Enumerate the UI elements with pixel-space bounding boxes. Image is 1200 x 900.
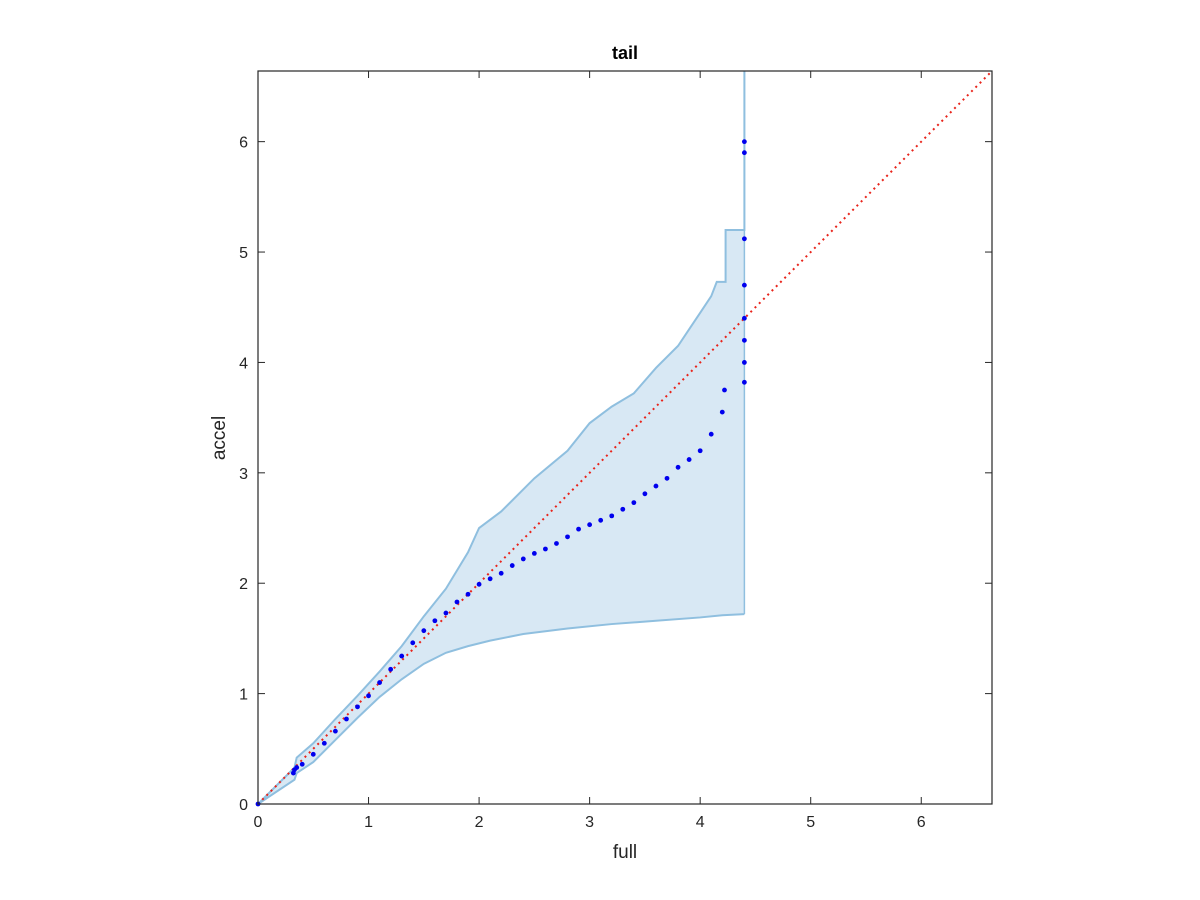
chart-title: tail: [612, 43, 638, 63]
data-point: [741, 379, 747, 385]
data-point: [332, 728, 338, 734]
data-point: [299, 761, 305, 767]
y-tick-label: 0: [239, 797, 248, 814]
data-point: [476, 581, 482, 587]
x-tick-label: 5: [806, 814, 815, 831]
y-tick-label: 2: [239, 576, 248, 593]
data-point: [598, 517, 604, 523]
data-point: [355, 704, 360, 710]
data-point: [697, 448, 703, 454]
data-point: [741, 360, 747, 365]
data-point: [631, 500, 637, 506]
data-point: [321, 740, 327, 746]
data-point: [465, 591, 471, 597]
data-point: [543, 546, 548, 552]
data-point: [509, 563, 515, 568]
data-point: [531, 551, 537, 556]
data-point: [741, 150, 747, 156]
data-point: [609, 513, 615, 519]
x-tick-label: 6: [917, 814, 926, 831]
y-tick-label: 6: [239, 135, 248, 152]
data-point: [741, 337, 747, 343]
data-point: [719, 409, 725, 415]
axis-ticks: 0 1 2 3 4 5 6 0 1 2 3 4 5 6: [239, 71, 992, 831]
data-point: [310, 751, 316, 757]
data-point: [587, 522, 593, 528]
plot-box: [257, 70, 993, 805]
x-tick-label: 2: [475, 814, 484, 831]
data-point: [554, 541, 559, 546]
x-tick-label: 4: [696, 814, 705, 831]
data-point: [620, 506, 626, 512]
x-tick-label: 0: [254, 814, 263, 831]
data-point: [722, 387, 727, 393]
data-point: [377, 680, 382, 685]
data-point: [642, 491, 648, 497]
reference-diagonal: [257, 70, 993, 805]
x-tick-label: 3: [585, 814, 594, 831]
data-point: [520, 556, 526, 562]
y-tick-label: 3: [239, 466, 248, 483]
data-point: [576, 526, 581, 532]
data-point: [443, 610, 449, 616]
data-point: [366, 693, 371, 699]
axes: [257, 70, 993, 805]
data-point: [432, 618, 438, 624]
data-point: [741, 139, 747, 145]
data-point: [741, 315, 747, 321]
data-point: [686, 457, 692, 462]
y-axis-label: accel: [209, 416, 230, 460]
data-points: [255, 139, 747, 807]
data-point: [344, 716, 349, 722]
x-axis-label: full: [613, 842, 637, 863]
band-fill: [258, 71, 745, 804]
data-point: [454, 599, 460, 605]
reference-line: [257, 70, 993, 805]
data-point: [653, 483, 659, 489]
data-point: [664, 475, 670, 481]
data-point: [388, 666, 394, 672]
y-tick-label: 1: [239, 687, 248, 704]
data-point: [498, 570, 504, 576]
y-tick-label: 4: [239, 355, 248, 372]
data-point: [741, 236, 747, 242]
data-point: [565, 534, 570, 540]
confidence-band: [257, 71, 746, 805]
data-point: [399, 653, 405, 659]
band-upper-edge: [257, 71, 746, 805]
band-lower-edge: [257, 613, 745, 805]
data-point: [294, 765, 300, 770]
y-tick-label: 5: [239, 245, 248, 262]
x-tick-label: 1: [364, 814, 373, 831]
data-point: [421, 628, 427, 634]
data-point: [741, 282, 747, 288]
data-point: [675, 464, 681, 470]
data-point: [410, 640, 416, 646]
data-point: [708, 431, 714, 437]
data-point: [487, 576, 493, 582]
